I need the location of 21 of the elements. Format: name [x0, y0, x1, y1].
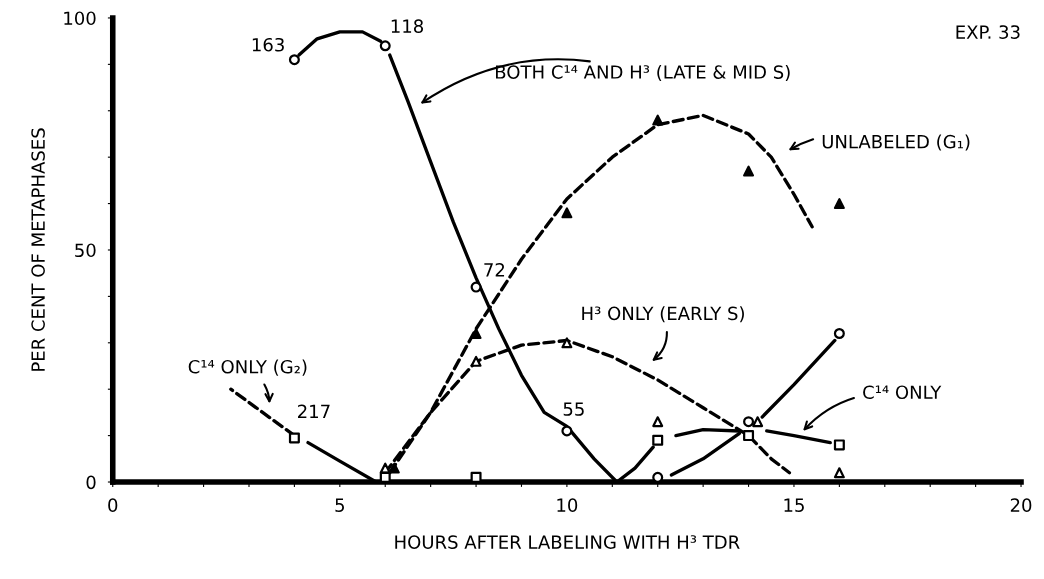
y-tick-label: 50 [75, 243, 96, 258]
y-tick-label: 0 [86, 475, 96, 490]
y-tick-label: 100 [64, 11, 96, 26]
annotation: 72 [484, 262, 505, 277]
annotation: UNLABELED (G₁) [822, 134, 970, 151]
x-tick-label: 15 [784, 498, 804, 512]
annotation: EXP. 33 [956, 25, 1020, 39]
annotation: 217 [298, 404, 330, 418]
annotation: C¹⁴ ONLY [863, 385, 942, 400]
x-tick-label: 5 [335, 498, 344, 512]
x-axis-title: HOURS AFTER LABELING WITH H³ TDR [395, 535, 740, 549]
y-axis-title: PER CENT OF METAPHASES [31, 128, 45, 371]
x-tick-label: 20 [1010, 498, 1032, 512]
annotation: 163 [252, 37, 284, 52]
annotation: BOTH C¹⁴ AND H³ (LATE & MID S) [496, 64, 790, 81]
annotation: C¹⁴ ONLY (G₂) [188, 359, 307, 376]
x-tick-label: 10 [557, 498, 578, 512]
annotation: 118 [391, 19, 423, 34]
annotation: H³ ONLY (EARLY S) [582, 306, 744, 323]
x-tick-label: 0 [108, 498, 118, 512]
annotation: 55 [563, 402, 584, 416]
